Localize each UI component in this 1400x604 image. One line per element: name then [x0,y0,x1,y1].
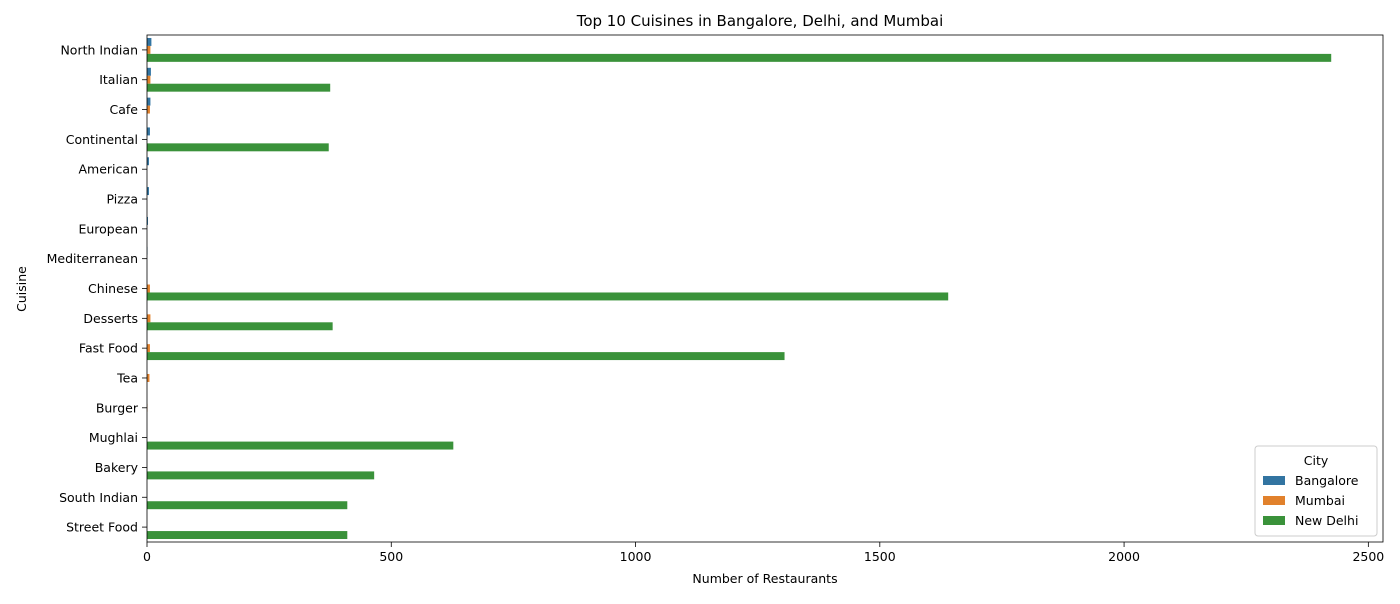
chart-title: Top 10 Cuisines in Bangalore, Delhi, and… [576,12,944,30]
plot-frame [147,35,1383,542]
bar [147,38,151,46]
y-tick-label: Desserts [83,311,138,326]
x-tick-label: 0 [143,549,151,564]
bar [147,76,150,84]
bar [147,531,347,539]
legend-label: Mumbai [1295,493,1345,508]
bar [147,98,150,106]
bar [147,46,150,54]
bar [147,501,347,509]
x-tick-label: 500 [379,549,403,564]
x-tick-label: 1000 [620,549,652,564]
x-tick-label: 2500 [1352,549,1384,564]
bar [147,285,150,293]
bar [147,84,330,92]
y-tick-label: Fast Food [79,341,138,356]
legend-swatch [1263,476,1285,485]
bar [147,143,329,151]
bar [147,322,333,330]
y-tick-label: Cafe [110,102,139,117]
bar [147,352,785,360]
x-tick-label: 1500 [864,549,896,564]
bar [147,471,374,479]
legend: City Bangalore Mumbai New Delhi [1255,446,1377,536]
y-tick-label: Tea [116,370,138,385]
y-tick-label: North Indian [60,42,138,57]
bar [147,344,150,352]
y-tick-label: Mughlai [89,430,138,445]
legend-label: New Delhi [1295,513,1358,528]
legend-label: Bangalore [1295,473,1359,488]
y-tick-label: Burger [96,400,139,415]
y-tick-label: Street Food [66,520,138,535]
legend-title: City [1304,453,1329,468]
bar [147,106,150,114]
y-tick-label: Bakery [95,460,139,475]
y-tick-label: Italian [99,72,138,87]
y-axis-label: Cuisine [14,266,29,312]
y-tick-label: European [78,221,138,236]
legend-swatch [1263,516,1285,525]
bar [147,314,150,322]
y-tick-label: Chinese [88,281,138,296]
bar [147,54,1331,62]
x-tick-label: 2000 [1108,549,1140,564]
x-axis-label: Number of Restaurants [692,571,837,586]
legend-swatch [1263,496,1285,505]
bar [147,442,453,450]
y-tick-label: Pizza [106,192,138,207]
plot-area: North Indian Italian Cafe Continental Americ… [47,35,1385,564]
y-tick-label: American [79,162,139,177]
bar [147,292,948,300]
bar [147,68,151,76]
bar [147,127,150,135]
y-tick-label: Continental [66,132,138,147]
y-tick-label: Mediterranean [47,251,138,266]
y-tick-label: South Indian [59,490,138,505]
